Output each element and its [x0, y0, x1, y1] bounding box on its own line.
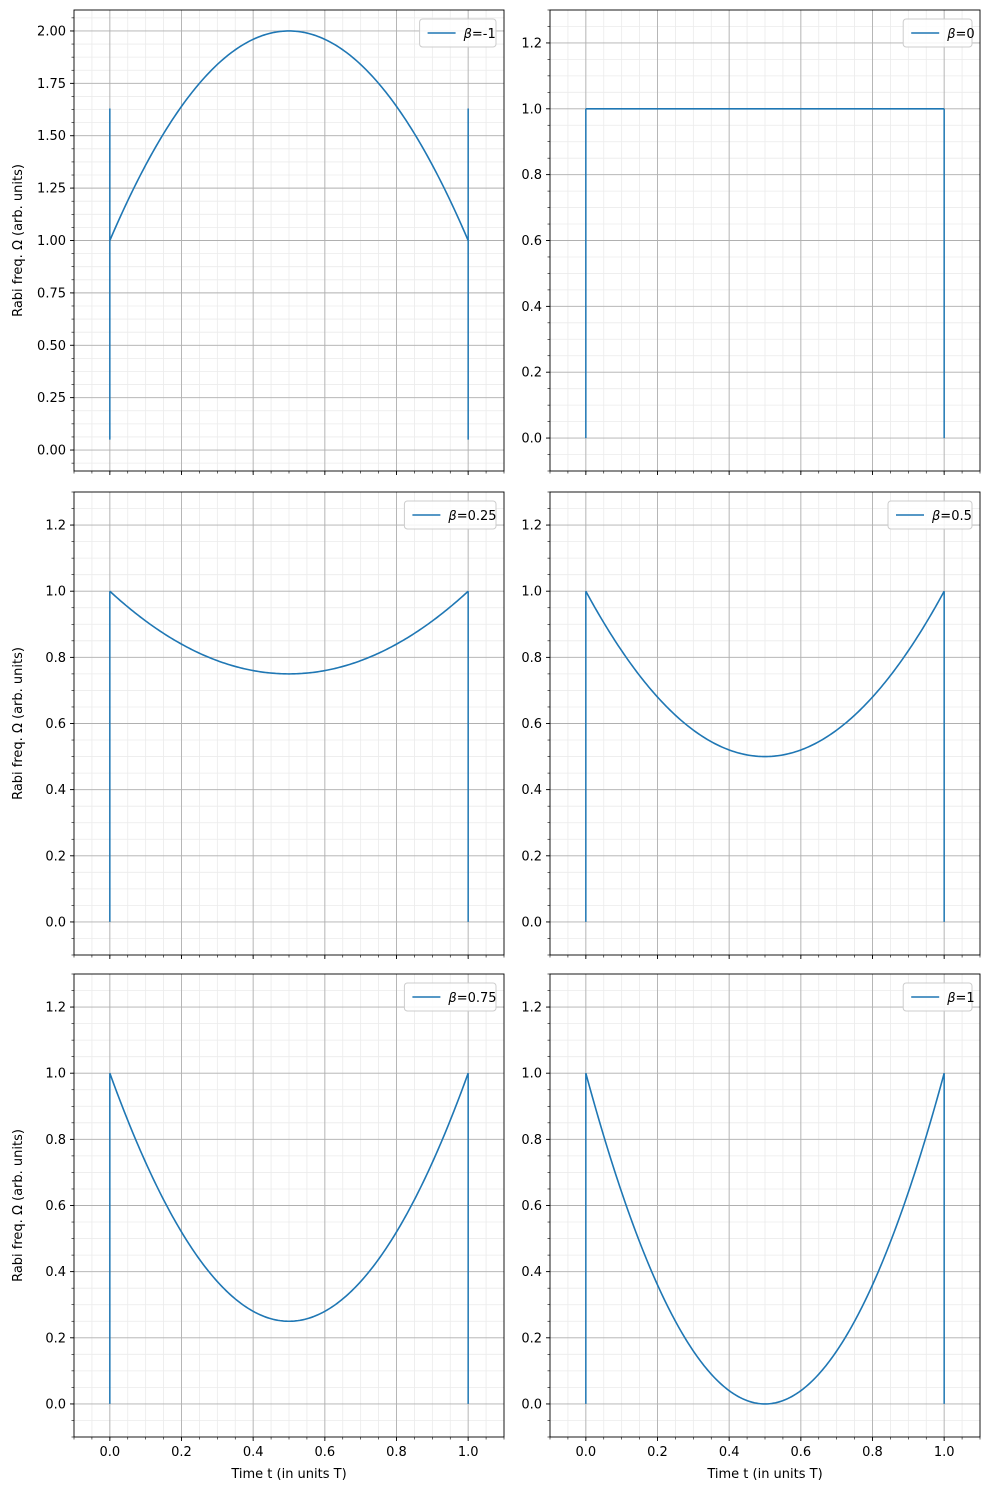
- y-tick-label: 0.6: [45, 1199, 66, 1214]
- legend: β=0.75: [403, 982, 497, 1012]
- pulse-curve: [109, 590, 469, 675]
- subplot-5: 0.0 0.2 0.4 0.6 0.8 1.0 0.0 0.2 0.4 0.6 0.8 1.0 1.2 β…: [11, 973, 505, 1482]
- y-tick-label: 1.0: [45, 585, 66, 600]
- y-tick-label: 1.0: [521, 1067, 542, 1082]
- y-tick-label: 0.4: [45, 783, 66, 798]
- y-tick-label: 0.50: [37, 339, 66, 354]
- y-tick-label: 1.2: [521, 1001, 542, 1016]
- axes-frame: [73, 491, 505, 956]
- y-tick-label: 1.0: [45, 1067, 66, 1082]
- pulse-curve: [585, 1072, 945, 1405]
- y-tick-label: 0.8: [521, 651, 542, 666]
- x-tick-label: 1.0: [458, 1445, 479, 1460]
- x-tick-label: 0.2: [647, 1445, 668, 1460]
- legend: β=0.25: [403, 500, 497, 530]
- pulse-curve: [109, 1072, 469, 1323]
- legend-box: [403, 982, 497, 1012]
- y-tick-label: 0.6: [521, 717, 542, 732]
- y-tick-label: 0.6: [45, 717, 66, 732]
- x-tick-label: 0.4: [719, 1445, 740, 1460]
- x-tick-label: 0.0: [575, 1445, 596, 1460]
- y-tick-label: 0.8: [521, 168, 542, 183]
- y-axis-label: Rabi freq. Ω (arb. units): [11, 1129, 26, 1282]
- y-tick-label: 0.8: [45, 1133, 66, 1148]
- y-tick-label: 0.2: [45, 1331, 66, 1346]
- subplot-3: 0.0 0.2 0.4 0.6 0.8 1.0 1.2 β=0.25 Rabi freq. Ω …: [11, 491, 505, 959]
- y-tick-label: 0.4: [45, 1265, 66, 1280]
- y-tick-label: 0.8: [521, 1133, 542, 1148]
- y-tick-label: 0.0: [45, 1397, 66, 1412]
- x-tick-label: 0.6: [790, 1445, 811, 1460]
- y-axis-label: Rabi freq. Ω (arb. units): [11, 164, 26, 317]
- y-tick-label: 0.75: [37, 286, 66, 301]
- subplot-4: 0.0 0.2 0.4 0.6 0.8 1.0 1.2 β=0.5: [521, 491, 981, 959]
- y-tick-label: 1.2: [45, 1001, 66, 1016]
- legend-label: β=0.25: [447, 509, 496, 524]
- pulse-curve: [109, 30, 469, 241]
- y-tick-label: 0.4: [521, 300, 542, 315]
- y-tick-label: 0.4: [521, 783, 542, 798]
- y-tick-label: 1.25: [37, 182, 66, 197]
- y-tick-label: 1.75: [37, 77, 66, 92]
- subplot-2: 0.0 0.2 0.4 0.6 0.8 1.0 1.2 β=0: [521, 9, 981, 475]
- y-tick-label: 1.2: [521, 36, 542, 51]
- y-tick-label: 0.0: [45, 915, 66, 930]
- y-tick-label: 0.6: [521, 1199, 542, 1214]
- legend-label: β=-1: [463, 27, 496, 42]
- y-tick-label: 0.2: [521, 849, 542, 864]
- legend: β=0.5: [887, 500, 973, 530]
- y-tick-label: 0.0: [521, 432, 542, 447]
- legend-label: β=1: [946, 991, 974, 1006]
- y-tick-label: 1.2: [521, 519, 542, 534]
- legend-label: β=0.5: [931, 509, 972, 524]
- y-tick-label: 1.2: [45, 519, 66, 534]
- y-tick-label: 0.6: [521, 234, 542, 249]
- x-tick-label: 0.2: [171, 1445, 192, 1460]
- legend-box: [419, 18, 497, 48]
- subplot-6: 0.0 0.2 0.4 0.6 0.8 1.0 0.0 0.2 0.4 0.6 0.8 1.0 1.2 β…: [521, 973, 981, 1482]
- y-tick-label: 0.2: [521, 1331, 542, 1346]
- legend-box: [887, 500, 973, 530]
- subplot-1: 0.00 0.25 0.50 0.75 1.00 1.25 1.50 1.75 2.00 β=-1…: [11, 9, 505, 475]
- y-axis-label: Rabi freq. Ω (arb. units): [11, 647, 26, 800]
- y-tick-label: 1.0: [521, 585, 542, 600]
- axes-frame: [73, 9, 505, 472]
- y-tick-label: 0.4: [521, 1265, 542, 1280]
- legend: β=0: [902, 18, 975, 48]
- legend-box: [403, 500, 497, 530]
- legend-label: β=0.75: [447, 991, 496, 1006]
- x-tick-label: 1.0: [934, 1445, 955, 1460]
- x-tick-label: 0.8: [862, 1445, 883, 1460]
- y-tick-label: 0.0: [521, 915, 542, 930]
- legend: β=1: [902, 982, 975, 1012]
- x-axis-label: Time t (in units T): [230, 1467, 346, 1482]
- axes-frame: [73, 973, 505, 1438]
- y-tick-label: 0.8: [45, 651, 66, 666]
- y-tick-label: 0.00: [37, 444, 66, 459]
- axes-frame: [549, 491, 981, 956]
- axes-frame: [549, 9, 981, 472]
- y-tick-label: 0.25: [37, 391, 66, 406]
- x-tick-label: 0.0: [99, 1445, 120, 1460]
- y-tick-label: 1.0: [521, 102, 542, 117]
- x-tick-label: 0.8: [386, 1445, 407, 1460]
- y-tick-label: 0.2: [521, 366, 542, 381]
- y-tick-label: 2.00: [37, 24, 66, 39]
- y-tick-label: 1.00: [37, 234, 66, 249]
- y-tick-label: 1.50: [37, 129, 66, 144]
- y-tick-label: 0.0: [521, 1397, 542, 1412]
- x-tick-label: 0.6: [314, 1445, 335, 1460]
- y-tick-label: 0.2: [45, 849, 66, 864]
- legend: β=-1: [419, 18, 497, 48]
- legend-label: β=0: [946, 27, 974, 42]
- axes-frame: [549, 973, 981, 1438]
- pulse-curve: [585, 590, 945, 758]
- x-tick-label: 0.4: [243, 1445, 264, 1460]
- x-axis-label: Time t (in units T): [706, 1467, 822, 1482]
